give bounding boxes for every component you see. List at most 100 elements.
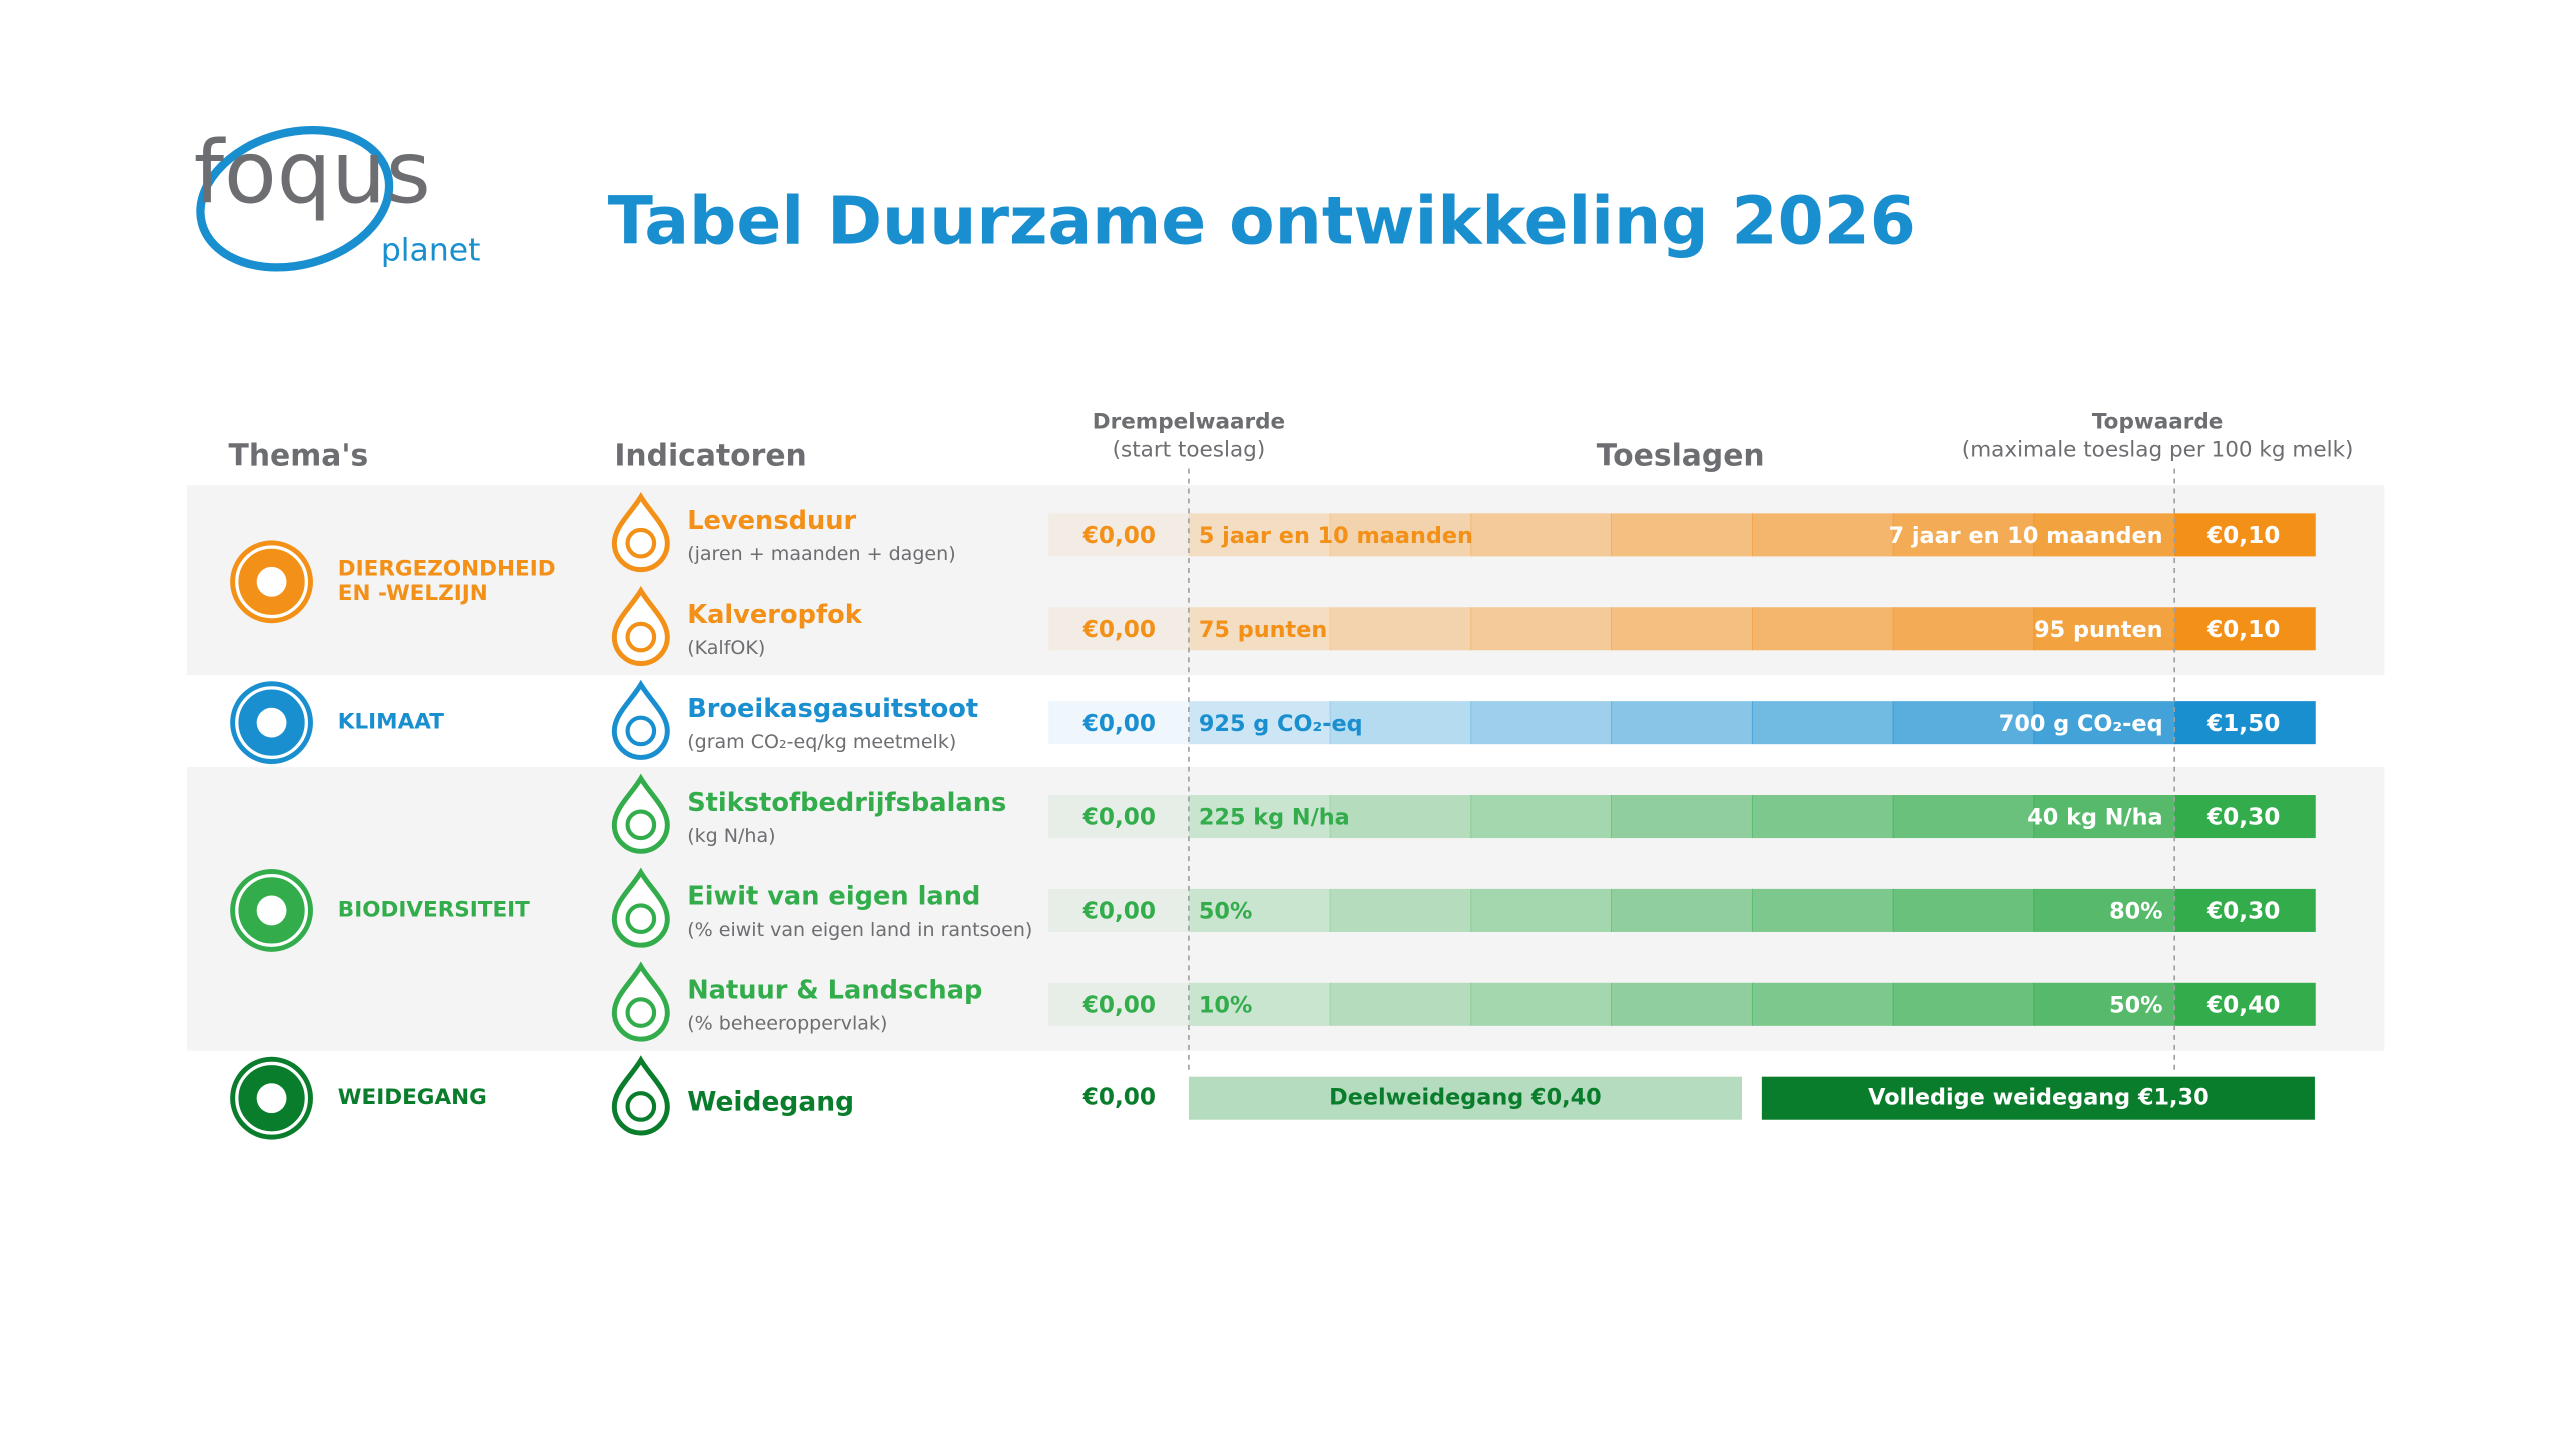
header-top-note: (maximale toeslag per 100 kg melk)	[1962, 437, 2354, 462]
allowance-step	[1188, 982, 1331, 1026]
allowance-step	[1611, 607, 1753, 651]
indicator-icon	[611, 679, 670, 760]
allowance-step	[1470, 888, 1613, 932]
indicator-note: (% eiwit van eigen land in rantsoen)	[687, 919, 1032, 941]
threshold-label: 5 jaar en 10 maanden	[1199, 523, 1473, 549]
top-label: 80%	[2109, 899, 2162, 925]
header-threshold-note: (start toeslag)	[1113, 437, 1266, 462]
indicator-name: Natuur & Landschap	[687, 976, 982, 1006]
allowance-step	[1611, 513, 1753, 557]
allowance-step	[1329, 888, 1472, 932]
theme-icon-ring	[235, 1061, 308, 1135]
start-value: €0,00	[1082, 522, 1156, 549]
indicator-icon	[611, 491, 670, 573]
header-top: Topwaarde	[2092, 409, 2224, 434]
threshold-label: 10%	[1199, 992, 1252, 1018]
allowance-step	[1188, 795, 1331, 839]
allowance-step	[1611, 888, 1753, 932]
indicator-icon-symbol	[625, 997, 657, 1028]
logo-sub: planet	[381, 233, 481, 269]
allowance-step	[1751, 701, 1894, 745]
threshold-label: 925 g CO₂-eq	[1199, 711, 1363, 737]
allowance-step	[1892, 982, 2035, 1026]
allowance-step	[2033, 513, 2176, 557]
header-allowances: Toeslagen	[1597, 439, 1765, 474]
theme-icon-ring	[235, 545, 308, 619]
indicator-icon-symbol	[625, 715, 657, 747]
indicator-name: Eiwit van eigen land	[687, 882, 980, 912]
indicator-name: Levensduur	[687, 506, 856, 536]
indicator-note: (KalfOK)	[687, 637, 765, 659]
theme-name: KLIMAAT	[338, 710, 444, 735]
top-label: 50%	[2109, 992, 2162, 1018]
start-value: €0,00	[1082, 898, 1156, 925]
indicator-icon-symbol	[625, 1091, 657, 1122]
theme-name: BIODIVERSITEIT	[338, 897, 530, 922]
allowance-step	[2174, 888, 2316, 932]
top-value: €0,30	[2206, 804, 2280, 831]
indicator-name: Weidegang	[687, 1087, 854, 1118]
theme-name: DIERGEZONDHEID	[338, 556, 556, 581]
allowance-step	[2033, 701, 2176, 745]
top-label: 40 kg N/ha	[2027, 805, 2162, 831]
header-themes: Thema's	[229, 439, 369, 474]
top-label: 700 g CO₂-eq	[1999, 711, 2163, 737]
top-value: €0,30	[2206, 898, 2280, 925]
allowance-step	[1611, 795, 1753, 839]
allowance-step	[1188, 513, 1331, 557]
top-value: €0,10	[2206, 616, 2280, 643]
theme-name: EN -WELZIJN	[338, 581, 488, 606]
logo: foqus planet	[194, 123, 481, 272]
logo-swoosh	[196, 125, 394, 272]
start-cell	[1048, 982, 1189, 1026]
allowance-step	[1470, 795, 1613, 839]
allowance-step	[1470, 513, 1613, 557]
allowance-step	[1188, 607, 1331, 651]
start-cell	[1048, 795, 1189, 839]
allowance-step	[1470, 701, 1613, 745]
allowance-step	[2033, 795, 2176, 839]
allowance-step	[1611, 701, 1753, 745]
allowance-step	[1892, 701, 2035, 745]
allowance-step	[1329, 795, 1472, 839]
allowance-step	[1329, 982, 1472, 1026]
partial-grazing: Deelweidegang €0,40	[1329, 1085, 1602, 1111]
start-value: €0,00	[1082, 804, 1156, 831]
allowance-step	[1751, 795, 1894, 839]
indicator-icon-symbol	[625, 903, 657, 935]
title: Tabel Duurzame ontwikkeling 2026	[608, 182, 1916, 259]
indicator-icon	[611, 773, 670, 854]
header-indicators: Indicatoren	[614, 439, 806, 474]
indicator-icon	[611, 1055, 670, 1136]
indicator-icon-symbol	[625, 527, 657, 559]
top-value: €1,50	[2206, 710, 2280, 737]
logo-brand: foqus	[194, 123, 431, 223]
top-label: 7 jaar en 10 maanden	[1889, 523, 2163, 549]
threshold-label: 225 kg N/ha	[1199, 805, 1350, 831]
indicator-note: (jaren + maanden + dagen)	[687, 543, 955, 565]
indicator-name: Kalveropfok	[687, 600, 863, 630]
theme-name: WEIDEGANG	[338, 1085, 487, 1110]
indicator-name: Stikstofbedrijfsbalans	[687, 788, 1006, 818]
indicator-icon-symbol	[625, 809, 657, 841]
allowance-step	[1892, 888, 2035, 932]
start-cell	[1048, 888, 1189, 932]
allowance-step	[1751, 513, 1894, 557]
allowance-step	[2033, 888, 2176, 932]
indicator-icon-symbol	[625, 621, 657, 653]
indicator-icon	[611, 961, 670, 1042]
theme-icon-symbol	[256, 1083, 287, 1114]
allowance-step	[1611, 982, 1753, 1026]
allowance-step	[2174, 513, 2316, 557]
allowance-step	[1751, 982, 1894, 1026]
start-value: €0,00	[1082, 710, 1156, 737]
allowance-step	[1892, 795, 2035, 839]
full-grazing-bar	[1761, 1076, 2315, 1120]
indicator-name: Broeikasgasuitstoot	[687, 694, 978, 724]
allowance-step	[2174, 795, 2316, 839]
allowance-step	[1751, 607, 1894, 651]
indicator-note: (gram CO₂-eq/kg meetmelk)	[687, 731, 956, 753]
